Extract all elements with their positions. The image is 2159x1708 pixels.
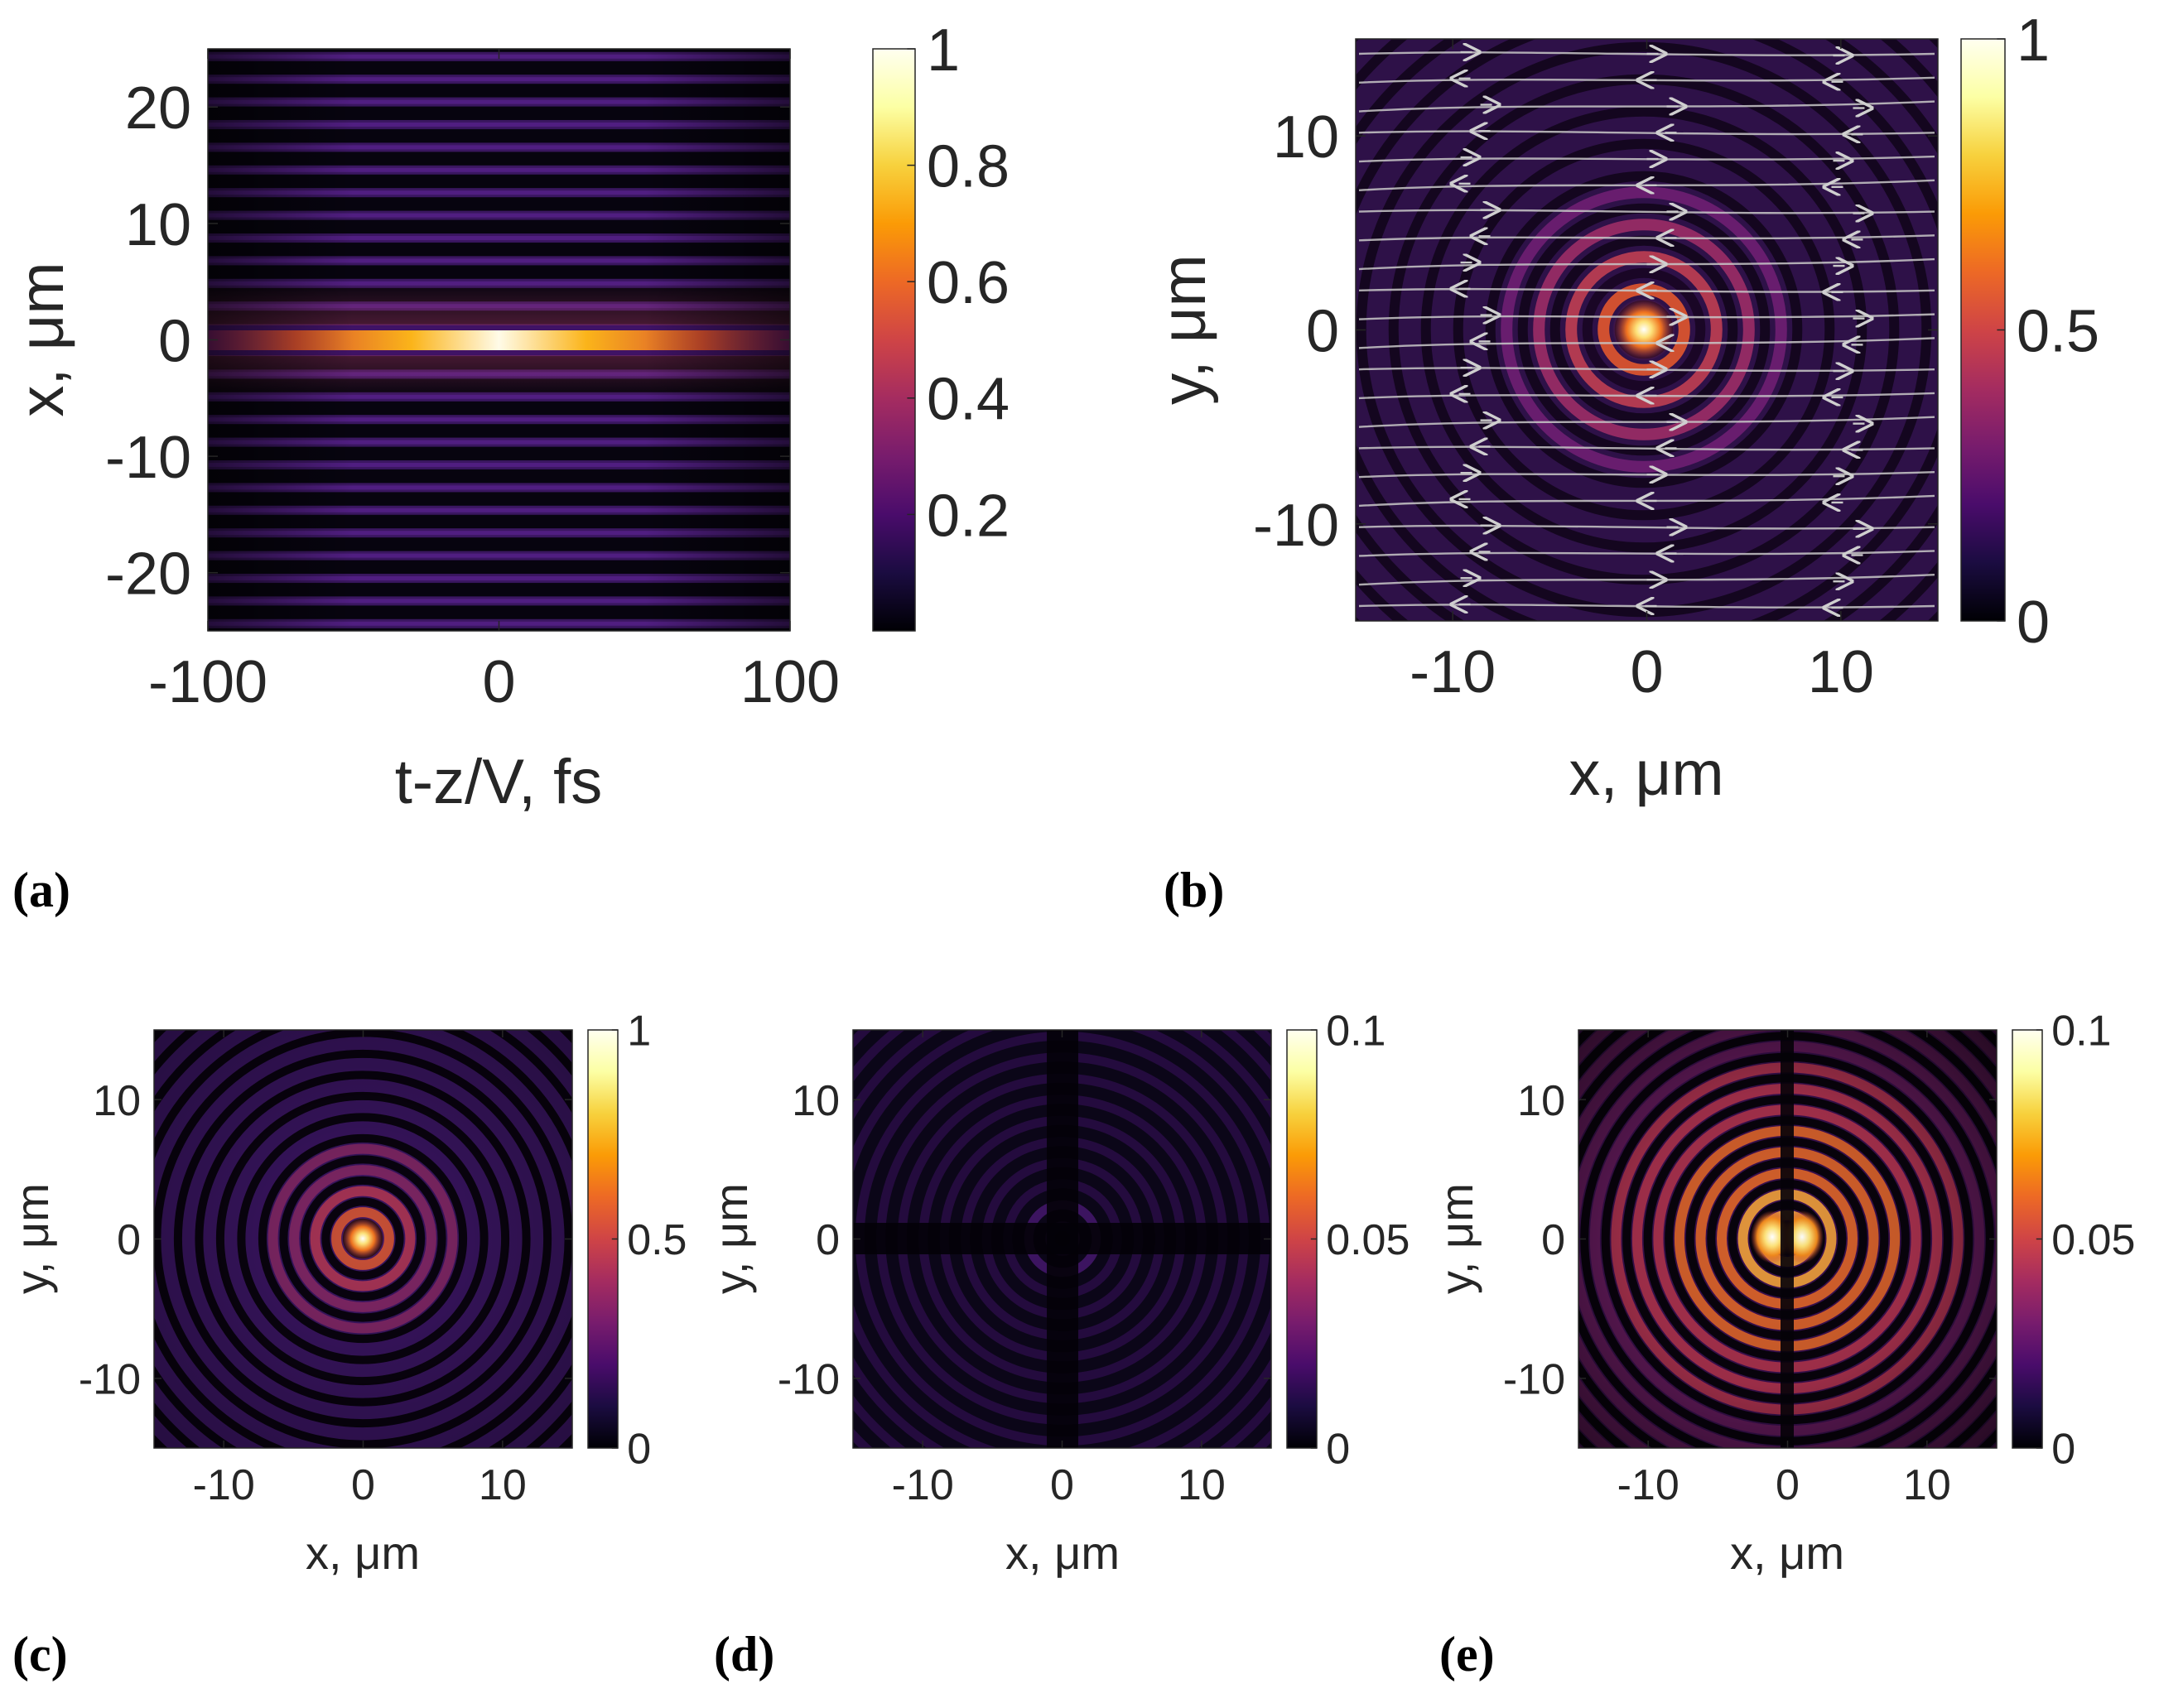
colorbar-tick-label: 0 [2017,589,2050,656]
y-tick-label: 10 [792,1077,840,1125]
colorbar-tick-label: 0.1 [2051,1008,2111,1056]
colorbar-ticks-b: 00.51 [1997,7,2099,656]
y-tick-label: 0 [158,308,191,374]
colorbar-tick-label: 0 [1326,1426,1350,1474]
axis-ticks-d: -10 0 10 -10 0 10 [778,1030,1271,1509]
colorbar-ticks-e: 0 0.05 0.1 [2036,1008,2135,1474]
panel-e: -10 0 10 -10 0 10 0 0.05 0.1 x, μm y, μm (e) [1430,1008,2135,1682]
x-tick-label: 0 [1776,1461,1800,1509]
colorbar-tick-label: 0.4 [927,367,1010,433]
y-tick-label: -10 [1253,493,1339,559]
y-tick-label: 0 [117,1216,141,1264]
heatmap-a [208,49,790,631]
x-tick-label: -10 [892,1461,954,1509]
y-tick-label: 10 [1273,104,1339,171]
y-tick-label: 20 [125,75,191,142]
y-tick-label: -10 [105,425,191,491]
x-tick-label: 0 [1630,639,1663,705]
panel-label-c: (c) [12,1627,68,1682]
y-tick-label: 0 [1306,298,1339,364]
panel-label-d: (d) [714,1627,774,1682]
colorbar-a [872,48,916,632]
colorbar-ticks-c: 00.51 [611,1008,687,1474]
x-tick-label: -100 [148,649,267,715]
x-tick-label: -10 [193,1461,255,1509]
x-tick-label: 10 [1903,1461,1951,1509]
xlabel-a: t-z/V, fs [395,747,603,817]
colorbar-tick-label: 0 [2051,1426,2075,1474]
ylabel-c: y, μm [6,1183,58,1294]
colorbar-tick-label: 1 [627,1008,651,1056]
y-tick-label: 0 [816,1216,840,1264]
y-tick-label: 10 [125,192,191,258]
colorbar-tick-label: 0.5 [627,1216,687,1264]
colorbar-tick-label: 0.2 [927,483,1010,549]
colorbar-tick-label: 0.5 [2017,298,2099,364]
x-tick-label: -10 [1410,639,1496,705]
x-tick-label: 10 [479,1461,527,1509]
xlabel-e: x, μm [1730,1527,1844,1579]
ylabel-b: y, μm [1149,254,1219,405]
colorbar-tick-label: 0 [627,1426,651,1474]
colorbar-tick-label: 0.6 [927,250,1010,316]
y-tick-label: 10 [1517,1077,1565,1125]
x-tick-label: 10 [1178,1461,1226,1509]
colorbar-tick-label: 0.05 [2051,1216,2135,1264]
x-tick-label: 10 [1808,639,1874,705]
colorbar-tick-label: 0.05 [1326,1216,1410,1264]
panel-label-b: (b) [1164,863,1224,917]
colorbar-tick-label: 1 [927,17,960,84]
y-tick-label: 10 [93,1077,141,1125]
streamlines-b [1358,52,1935,608]
colorbar-tick-label: 0.1 [1326,1008,1386,1056]
axis-ticks-e: -10 0 10 -10 0 10 [1503,1030,1997,1509]
panel-label-e: (e) [1439,1627,1495,1682]
x-tick-label: 0 [1050,1461,1074,1509]
heatmap-b [1356,39,1938,621]
colorbar-ticks-d: 0 0.05 0.1 [1310,1008,1410,1474]
ylabel-d: y, μm [705,1183,757,1294]
y-tick-label: -10 [79,1356,141,1404]
colorbar-tick-label: 0.8 [927,134,1010,200]
heatmap-c [154,1030,572,1448]
panel-label-a: (a) [12,863,70,917]
colorbar-tick-label: 1 [2017,7,2050,74]
x-tick-label: 0 [351,1461,375,1509]
ylabel-a: x, μm [7,262,77,416]
x-tick-label: -10 [1617,1461,1679,1509]
xlabel-c: x, μm [306,1527,420,1579]
axis-ticks-b: -10 0 10 -10 0 10 [1253,39,1938,705]
y-tick-label: 0 [1541,1216,1565,1264]
heatmap-d [853,1030,1271,1448]
ylabel-e: y, μm [1430,1183,1482,1294]
xlabel-d: x, μm [1005,1527,1120,1579]
y-tick-label: -10 [1503,1356,1565,1404]
colorbar-ticks-a: 0.2 0.4 0.6 0.8 1 [907,17,1010,549]
y-tick-label: -20 [105,541,191,608]
panel-d: -10 0 10 -10 0 10 0 0.05 0.1 x, μm y, μm (d) [705,1008,1410,1682]
xlabel-b: x, μm [1569,739,1723,809]
x-tick-label: 0 [482,649,515,715]
x-tick-label: 100 [740,649,840,715]
y-tick-label: -10 [778,1356,840,1404]
axis-ticks-c: -10 0 10 -10 0 10 [79,1030,572,1509]
heatmap-e [1578,1030,1997,1448]
